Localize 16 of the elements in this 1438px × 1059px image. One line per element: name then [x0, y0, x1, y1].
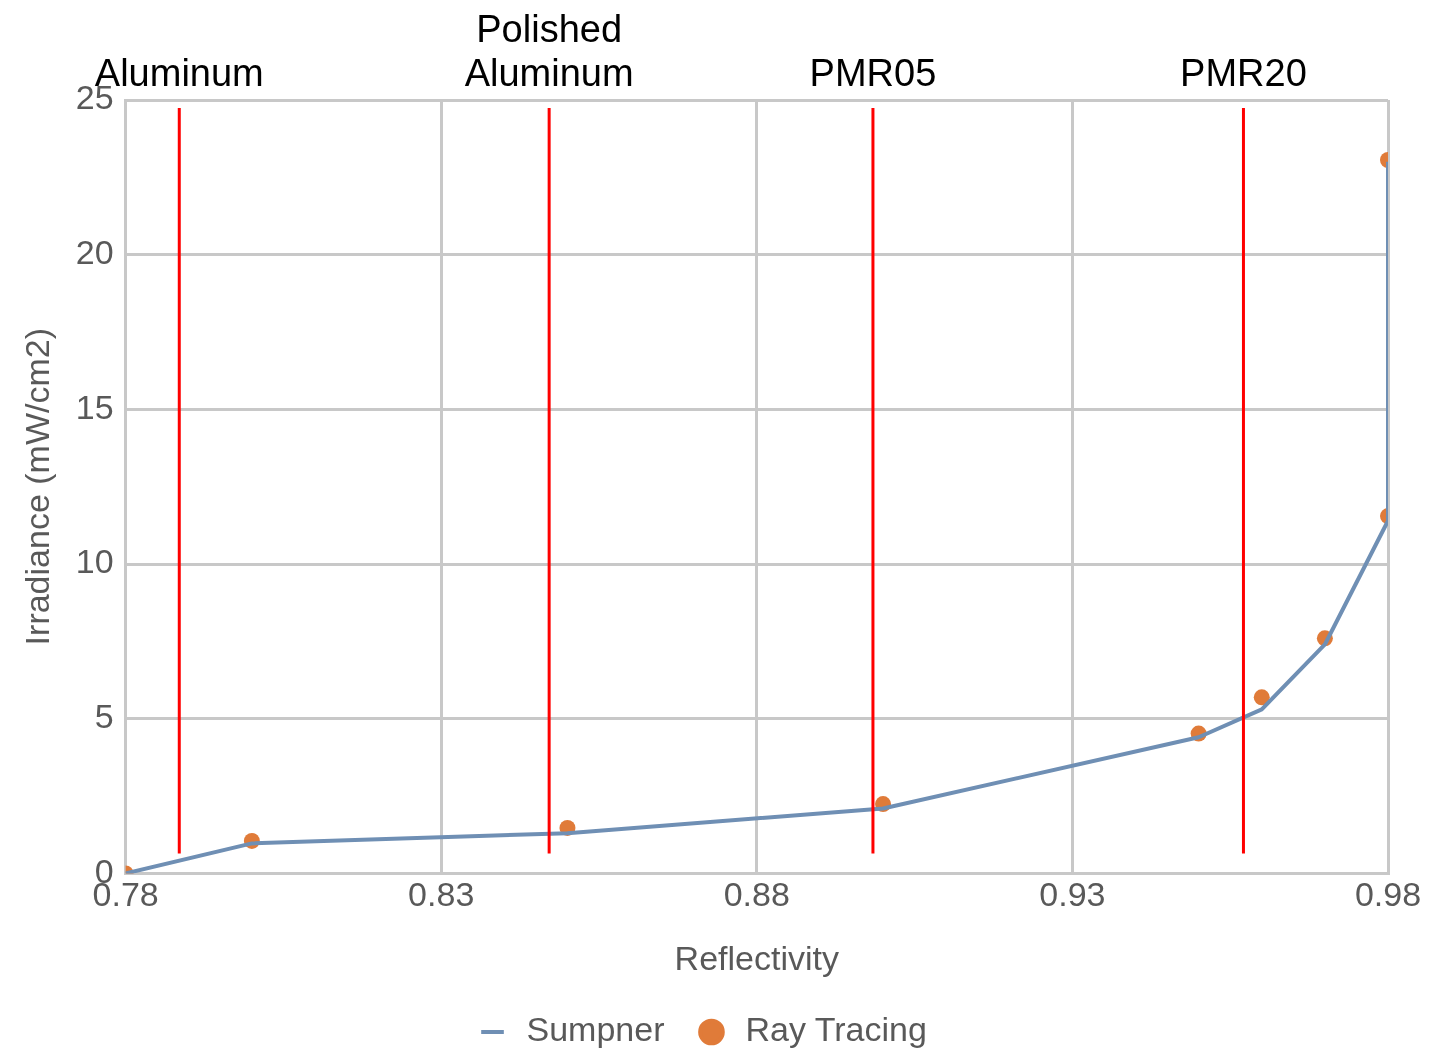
legend-label: Sumpner: [526, 1010, 665, 1049]
ref-line-label: PMR20: [1180, 52, 1307, 95]
x-tick-label: 0.88: [723, 875, 790, 914]
y-tick-label: 20: [75, 233, 114, 272]
y-tick-label: 10: [75, 542, 114, 581]
ref-line-label: Polished Aluminum: [464, 8, 634, 95]
y-tick-label: 5: [94, 697, 114, 736]
legend-label: Ray Tracing: [745, 1010, 927, 1049]
x-axis-title: Reflectivity: [674, 938, 839, 977]
point: [1253, 689, 1270, 706]
y-tick-label: 15: [75, 387, 114, 426]
y-axis-title: Irradiance (mW/cm2): [17, 328, 56, 646]
x-tick-label: 0.83: [408, 875, 475, 914]
ref-line-label: PMR05: [809, 52, 937, 95]
x-tick-label: 0.98: [1354, 875, 1422, 914]
x-tick-label: 0.93: [1039, 875, 1106, 914]
